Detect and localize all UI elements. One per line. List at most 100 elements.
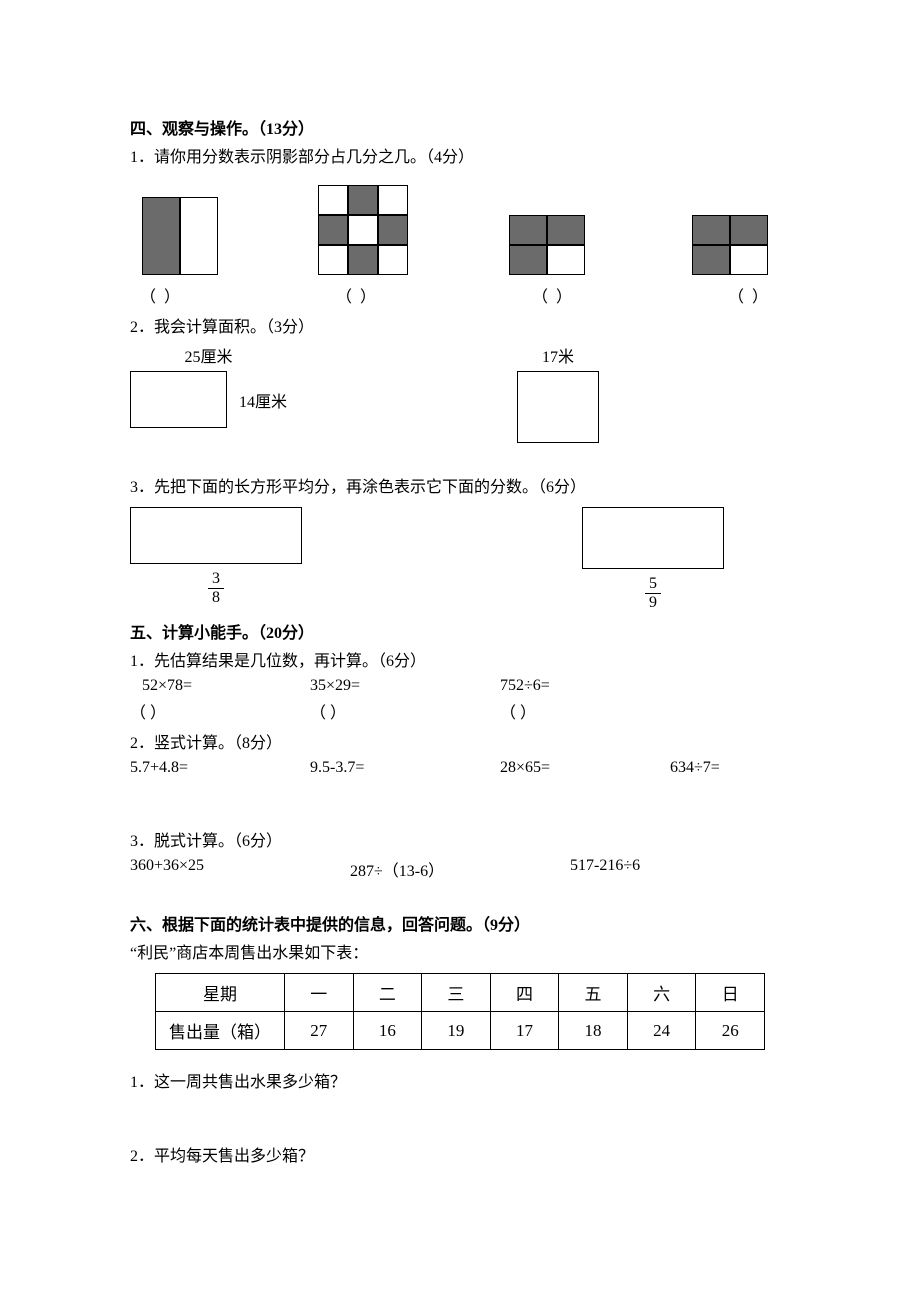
q5-3-items: 360+36×25287÷（13-6）517-216÷6 <box>130 857 790 881</box>
table-data-cell: 26 <box>696 1012 765 1050</box>
shape-slot <box>497 215 597 275</box>
q4-2-area-row: 25厘米 14厘米 17米 <box>130 343 790 443</box>
shape-grid <box>509 215 585 275</box>
table-data-cell: 17 <box>490 1012 559 1050</box>
grid-cell <box>509 245 547 275</box>
table-header-cell: 四 <box>490 974 559 1012</box>
table-data-cell: 16 <box>353 1012 422 1050</box>
table-header-cell: 五 <box>559 974 628 1012</box>
area-block-2: 17米 <box>517 343 599 443</box>
calc-item: 28×65= <box>500 759 670 777</box>
table-row: 售出量（箱）27161917182426 <box>156 1012 765 1050</box>
shape-grid <box>142 197 218 275</box>
q6-1: 1．这一周共售出水果多少箱？ <box>130 1068 790 1092</box>
section-5-title: 五、计算小能手。（20分） <box>130 619 790 643</box>
rect1-shape <box>130 371 227 428</box>
grid-cell <box>378 185 408 215</box>
calc-item: 5.7+4.8= <box>130 759 310 777</box>
grid-cell <box>730 245 768 275</box>
table-data-cell: 27 <box>285 1012 354 1050</box>
grid-cell <box>318 215 348 245</box>
answer-blank: （ ） <box>140 283 182 307</box>
grid-cell <box>692 245 730 275</box>
q5-1-blanks: （ ）（ ）（ ） <box>130 699 790 723</box>
table-row-label: 售出量（箱） <box>156 1012 285 1050</box>
q4-1-shapes-row <box>130 185 790 275</box>
q5-1-items: 52×78=35×29=752÷6= <box>130 677 790 695</box>
frac-a-den: 8 <box>208 588 224 607</box>
shape-slot <box>680 215 780 275</box>
grid-cell <box>692 215 730 245</box>
stats-table: 星期一二三四五六日售出量（箱）27161917182426 <box>155 973 765 1050</box>
rect1-inner: 14厘米 <box>130 371 287 428</box>
shape-slot <box>313 185 413 275</box>
grid-cell <box>509 215 547 245</box>
frac-b-den: 9 <box>645 593 661 612</box>
q4-1-prompt: 1．请你用分数表示阴影部分占几分之几。（4分） <box>130 143 790 167</box>
calc-item: 752÷6= <box>500 677 700 695</box>
q6-2: 2．平均每天售出多少箱？ <box>130 1142 790 1166</box>
table-header-cell: 三 <box>422 974 491 1012</box>
grid-cell <box>180 197 218 275</box>
grid-cell <box>318 245 348 275</box>
calc-blank: （ ） <box>130 699 310 723</box>
calc-blank: （ ） <box>310 699 500 723</box>
grid-cell <box>378 245 408 275</box>
split-block-a: 3 8 <box>130 507 302 611</box>
calc-item: 517-216÷6 <box>570 857 770 881</box>
q5-3-prompt: 3．脱式计算。（6分） <box>130 827 790 851</box>
q4-1-answer-row: （ ）（ ）（ ）（ ） <box>130 283 790 307</box>
rect2-shape <box>517 371 599 443</box>
shape-slot <box>130 197 230 275</box>
q4-3-prompt: 3．先把下面的长方形平均分，再涂色表示它下面的分数。（6分） <box>130 473 790 497</box>
grid-cell <box>547 215 585 245</box>
frac-a-num: 3 <box>208 570 224 588</box>
calc-item: 9.5-3.7= <box>310 759 500 777</box>
q4-3-row: 3 8 5 9 <box>130 507 790 611</box>
rect2-inner <box>517 371 599 443</box>
section-4-title: 四、观察与操作。（13分） <box>130 115 790 139</box>
calc-item: 360+36×25 <box>130 857 350 881</box>
rect1-side-label: 14厘米 <box>239 388 287 412</box>
split-block-b: 5 9 <box>582 507 724 611</box>
table-data-cell: 19 <box>422 1012 491 1050</box>
table-header-cell: 日 <box>696 974 765 1012</box>
section-6-intro: “利民”商店本周售出水果如下表： <box>130 939 790 963</box>
calc-blank: （ ） <box>500 699 700 723</box>
calc-item: 35×29= <box>310 677 500 695</box>
grid-cell <box>318 185 348 215</box>
table-header-cell: 六 <box>627 974 696 1012</box>
shape-grid <box>692 215 768 275</box>
grid-cell <box>730 215 768 245</box>
rect2-top-label: 17米 <box>542 343 574 367</box>
grid-cell <box>142 197 180 275</box>
grid-cell <box>547 245 585 275</box>
calc-item: 634÷7= <box>670 759 790 777</box>
table-data-cell: 24 <box>627 1012 696 1050</box>
calc-item: 52×78= <box>130 677 310 695</box>
grid-cell <box>348 245 378 275</box>
fraction-a: 3 8 <box>208 570 224 606</box>
q5-2-items: 5.7+4.8=9.5-3.7=28×65=634÷7= <box>130 759 790 777</box>
fraction-b: 5 9 <box>645 575 661 611</box>
split-rect-b <box>582 507 724 569</box>
q5-1-prompt: 1．先估算结果是几位数，再计算。（6分） <box>130 647 790 671</box>
calc-item: 287÷（13-6） <box>350 857 570 881</box>
table-header-cell: 一 <box>285 974 354 1012</box>
rect1-top-label: 25厘米 <box>185 343 233 367</box>
split-rect-a <box>130 507 302 564</box>
q4-2-prompt: 2．我会计算面积。（3分） <box>130 313 790 337</box>
answer-blank: （ ） <box>728 283 770 307</box>
q5-2-prompt: 2．竖式计算。（8分） <box>130 729 790 753</box>
table-data-cell: 18 <box>559 1012 628 1050</box>
area-block-1: 25厘米 14厘米 <box>130 343 287 443</box>
section-6-title: 六、根据下面的统计表中提供的信息，回答问题。（9分） <box>130 911 790 935</box>
table-header-cell: 二 <box>353 974 422 1012</box>
grid-cell <box>378 215 408 245</box>
grid-cell <box>348 215 378 245</box>
answer-blank: （ ） <box>532 283 574 307</box>
frac-b-num: 5 <box>645 575 661 593</box>
shape-grid <box>318 185 408 275</box>
split-gap <box>302 507 582 611</box>
table-row: 星期一二三四五六日 <box>156 974 765 1012</box>
